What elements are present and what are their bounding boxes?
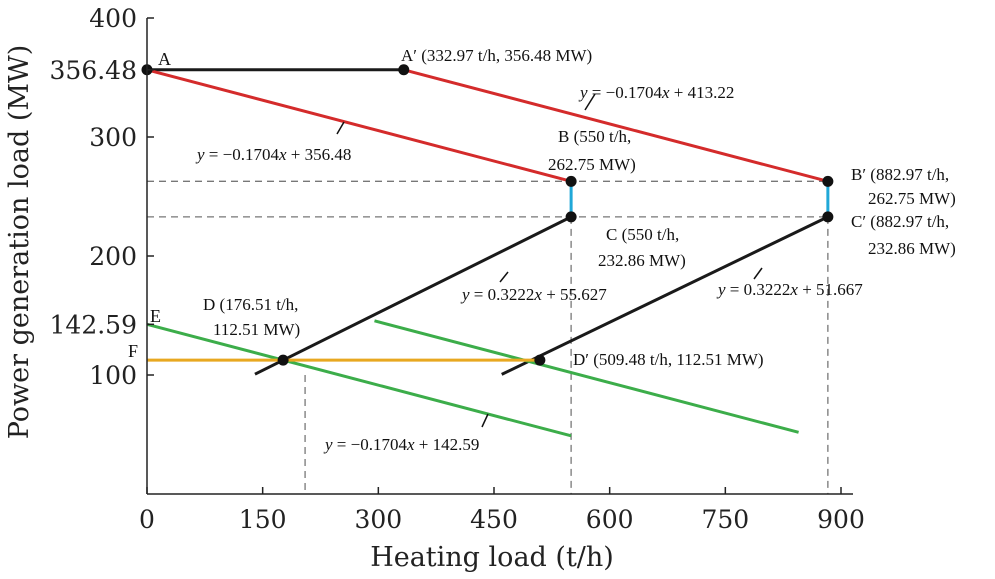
label-D-line1: D (176.51 t/h, xyxy=(203,295,298,314)
label-C-line2: 232.86 MW) xyxy=(598,251,686,270)
point-marker xyxy=(822,211,834,223)
y-ticks: 100 142.59 200 300 356.48 400 xyxy=(50,4,154,390)
series-segment xyxy=(146,68,572,183)
label-A: A xyxy=(158,49,171,69)
x-tick-label: 0 xyxy=(139,505,155,534)
x-tick-label: 900 xyxy=(817,505,865,534)
equation-leader xyxy=(584,93,596,111)
label-D-prime: D′ (509.48 t/h, 112.51 MW) xyxy=(573,350,764,369)
label-B-line1: B (550 t/h, xyxy=(558,127,631,146)
y-tick-label: 100 xyxy=(89,361,137,390)
label-B-prime-line1: B′ (882.97 t/h, xyxy=(851,165,949,184)
x-axis-title: Heating load (t/h) xyxy=(370,542,614,573)
point-labels: A A′ (332.97 t/h, 356.48 MW) B (550 t/h,… xyxy=(128,46,956,369)
y-tick-label: 300 xyxy=(89,123,137,152)
point-markers xyxy=(141,64,834,366)
equation-leader xyxy=(499,271,509,283)
point-marker xyxy=(565,175,577,187)
equation-leader-lines xyxy=(336,93,763,428)
label-B-line2: 262.75 MW) xyxy=(548,155,636,174)
label-A-prime: A′ (332.97 t/h, 356.48 MW) xyxy=(401,46,592,65)
series-segment xyxy=(146,322,572,438)
y-tick-label: 356.48 xyxy=(50,56,137,85)
y-tick-label: 400 xyxy=(89,4,137,33)
equations: y = −0.1704x + 413.22 y = −0.1704x + 356… xyxy=(195,83,863,454)
equation-green: y = −0.1704x + 142.59 xyxy=(323,435,479,454)
equation-black-right: y = 0.3222x + 51.667 xyxy=(716,280,863,299)
x-tick-label: 750 xyxy=(701,505,749,534)
x-tick-label: 300 xyxy=(354,505,402,534)
y-tick-label: 200 xyxy=(89,242,137,271)
x-tick-label: 600 xyxy=(586,505,634,534)
series-segment xyxy=(374,319,799,434)
series-lines xyxy=(146,68,830,438)
equation-black-left: y = 0.3222x + 55.627 xyxy=(460,285,607,304)
label-C-line1: C (550 t/h, xyxy=(606,225,679,244)
x-ticks: 0 150 300 450 600 750 900 xyxy=(139,487,865,534)
series-segment xyxy=(501,215,829,376)
x-tick-label: 150 xyxy=(239,505,287,534)
point-marker xyxy=(277,354,289,366)
point-marker xyxy=(822,175,834,187)
point-marker xyxy=(398,64,410,76)
equation-leader xyxy=(753,267,763,280)
equation-lower-red: y = −0.1704x + 356.48 xyxy=(195,145,351,164)
label-B-prime-line2: 262.75 MW) xyxy=(868,189,956,208)
point-marker xyxy=(565,211,577,223)
equation-leader xyxy=(336,121,345,135)
reference-lines xyxy=(147,180,829,494)
x-tick-label: 450 xyxy=(470,505,518,534)
point-marker xyxy=(534,354,546,366)
label-F: F xyxy=(128,341,138,361)
series-segment xyxy=(403,68,829,183)
equation-upper-red: y = −0.1704x + 413.22 xyxy=(578,83,734,102)
y-axis-title: Power generation load (MW) xyxy=(4,45,35,440)
y-tick-label: 142.59 xyxy=(50,310,137,339)
label-D-line2: 112.51 MW) xyxy=(213,320,300,339)
label-C-prime-line1: C′ (882.97 t/h, xyxy=(851,212,949,231)
series-segment xyxy=(254,215,572,376)
equation-leader xyxy=(481,413,489,428)
label-E: E xyxy=(150,306,161,326)
label-C-prime-line2: 232.86 MW) xyxy=(868,239,956,258)
